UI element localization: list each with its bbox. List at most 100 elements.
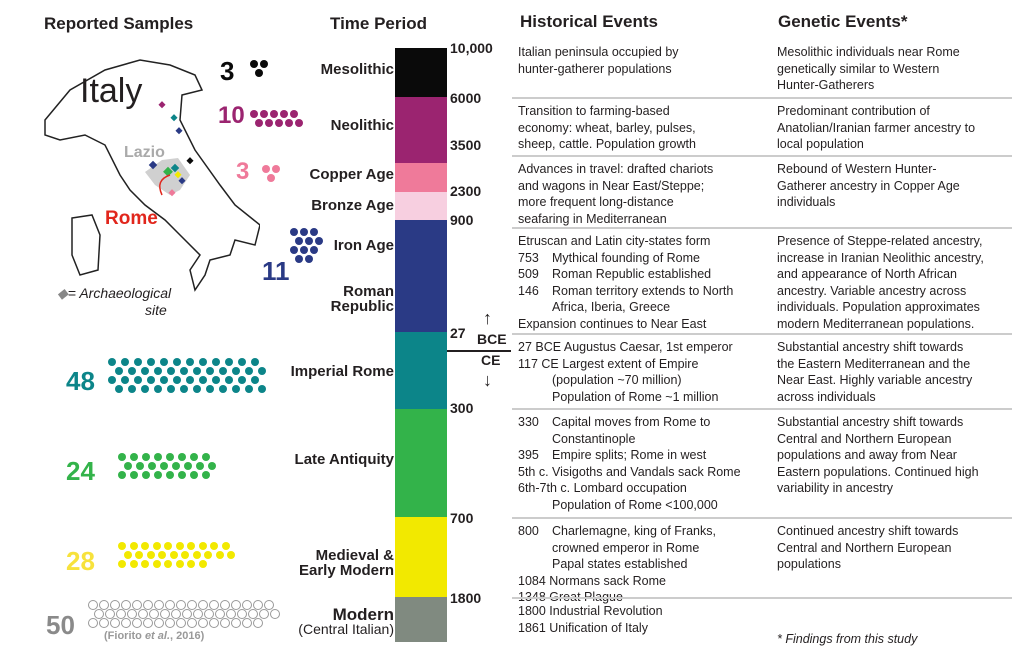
sample-dot bbox=[192, 551, 201, 559]
genetic-line bbox=[777, 615, 1017, 627]
historical-line: seafaring in Mediterranean bbox=[518, 211, 773, 228]
sample-dot bbox=[210, 542, 218, 550]
event-year bbox=[518, 389, 552, 406]
sample-dot bbox=[212, 376, 220, 384]
historical-event-cell: 1800 Industrial Revolution 1861 Unificati… bbox=[518, 603, 773, 636]
sample-dot bbox=[203, 609, 214, 619]
sample-dot bbox=[93, 609, 104, 619]
citation: (Fiorito et al., 2016) bbox=[104, 630, 205, 642]
sample-dot bbox=[310, 228, 318, 236]
sample-dot bbox=[129, 560, 138, 568]
sample-dot bbox=[269, 609, 280, 619]
historical-line: crowned emperor in Rome bbox=[518, 540, 773, 557]
sample-dot bbox=[295, 255, 303, 263]
map-label-lazio: Lazio bbox=[124, 144, 165, 161]
genetic-line bbox=[777, 603, 1017, 615]
sample-dot bbox=[202, 471, 210, 479]
sample-dot bbox=[181, 609, 192, 619]
sample-dot bbox=[170, 609, 181, 619]
sample-dot bbox=[218, 385, 227, 393]
genetic-event-cell: Presence of Steppe-related ancestry, incr… bbox=[777, 233, 1017, 332]
sample-dot bbox=[176, 600, 186, 610]
sample-count: 50 bbox=[46, 610, 75, 640]
sample-dot bbox=[190, 471, 198, 479]
sample-dot bbox=[315, 237, 323, 245]
label-line: Mesolithic bbox=[320, 61, 394, 78]
sample-dot bbox=[196, 462, 204, 470]
sample-count: 28 bbox=[66, 546, 95, 576]
event-year: 5th c. bbox=[518, 464, 549, 479]
period-label: Medieval & Early Modern bbox=[299, 548, 394, 578]
sample-dot bbox=[88, 618, 98, 628]
period-label: Imperial Rome bbox=[291, 364, 394, 379]
arrow-up-icon: ↑ bbox=[483, 308, 492, 328]
event-text: Visigoths and Vandals sack Rome bbox=[552, 464, 741, 479]
sample-dot bbox=[198, 542, 207, 550]
label-line: Roman bbox=[343, 283, 394, 300]
period-segment bbox=[395, 192, 447, 220]
sample-dot bbox=[132, 600, 142, 610]
event-year bbox=[518, 431, 552, 448]
sample-dot bbox=[121, 618, 131, 628]
genetic-line: genetically similar to Western bbox=[777, 61, 940, 76]
genetic-line: Anatolian/Iranian farmer ancestry to bbox=[777, 120, 976, 135]
genetic-event-cell: * Findings from this study bbox=[777, 603, 1017, 648]
table-row: Etruscan and Latin city-states form 753 My… bbox=[512, 227, 1012, 333]
sample-count: 3 bbox=[220, 56, 235, 86]
tick-label: 10,000 bbox=[450, 40, 493, 56]
sample-dot bbox=[215, 551, 224, 559]
period-segment bbox=[395, 163, 447, 192]
historical-line: 395 Empire splits; Rome in west bbox=[518, 447, 773, 464]
table-row: 1800 Industrial Revolution 1861 Unificati… bbox=[512, 597, 1012, 648]
sample-dot bbox=[295, 237, 303, 245]
sample-dot bbox=[108, 376, 116, 384]
italy-map bbox=[44, 59, 260, 292]
period-segment bbox=[395, 332, 447, 409]
historical-line: 1084 Normans sack Rome bbox=[518, 573, 773, 590]
label-line: Modern bbox=[332, 605, 394, 624]
label-line: Medieval & bbox=[315, 547, 394, 564]
genetic-line: modern Mediterranean populations. bbox=[777, 316, 975, 331]
sample-dot bbox=[209, 600, 219, 610]
sample-dot bbox=[251, 358, 259, 366]
sample-dot bbox=[160, 376, 168, 384]
sample-dot bbox=[141, 542, 149, 550]
sample-dot bbox=[154, 471, 162, 479]
sample-dot bbox=[173, 376, 181, 384]
label-line: Republic bbox=[330, 298, 394, 315]
event-text: Population of Rome <100,000 bbox=[552, 497, 718, 512]
historical-line: 330 Capital moves from Rome to bbox=[518, 414, 773, 431]
historical-line: economy: wheat, barley, pulses, bbox=[518, 120, 773, 137]
event-year bbox=[518, 540, 552, 557]
header-historical-events: Historical Events bbox=[520, 12, 658, 31]
sample-dot bbox=[272, 165, 280, 173]
ce-label: CE bbox=[481, 352, 501, 368]
sample-dot bbox=[152, 542, 161, 550]
label-line: Imperial Rome bbox=[290, 363, 394, 380]
tick-label: 2300 bbox=[450, 183, 482, 199]
sample-dot bbox=[114, 385, 123, 393]
sample-dot bbox=[290, 110, 298, 118]
sample-dot bbox=[154, 618, 164, 628]
genetic-line: Mesolithic individuals near Rome bbox=[777, 45, 960, 59]
historical-line: 6th-7th c. Lombard occupation bbox=[518, 480, 773, 497]
sample-dot bbox=[165, 618, 175, 628]
event-text: Population of Rome ~1 million bbox=[552, 389, 719, 404]
sample-dot bbox=[260, 60, 268, 68]
event-text: Papal states established bbox=[552, 557, 688, 571]
sample-dot bbox=[184, 462, 192, 470]
event-text: hunter-gatherer populations bbox=[518, 61, 672, 76]
sardinia-outline bbox=[71, 214, 101, 276]
period-label: Iron Age bbox=[334, 238, 394, 253]
genetic-line: populations and away from Near bbox=[777, 448, 957, 462]
sample-dot bbox=[118, 471, 126, 479]
event-text: 1800 Industrial Revolution bbox=[518, 604, 663, 618]
sample-dot bbox=[300, 228, 308, 236]
sample-dot bbox=[134, 376, 142, 384]
genetic-line: individuals bbox=[777, 195, 836, 209]
sample-dot bbox=[305, 237, 313, 245]
sample-dot bbox=[202, 453, 210, 461]
sample-dot bbox=[118, 542, 126, 550]
sample-dot bbox=[227, 551, 236, 559]
sample-dot bbox=[124, 462, 132, 470]
